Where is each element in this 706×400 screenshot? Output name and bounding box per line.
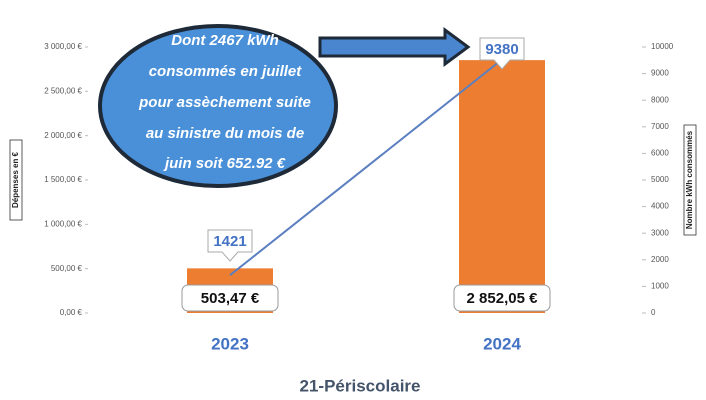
line-label: 9380 (485, 41, 518, 58)
y2-axis-title-group: Nombre kWh consommés (683, 124, 697, 236)
annotation-text: au sinistre du mois de (146, 125, 304, 142)
y-tick-label: 2 500,00 € (44, 86, 82, 95)
y-axis-title: Dépenses en € (11, 151, 20, 208)
y2-tick-label: 7000 (651, 122, 669, 131)
y2-tick-label: 4000 (651, 202, 669, 211)
line-label-callout (207, 229, 253, 262)
y-tick-label: 1 500,00 € (44, 175, 82, 184)
line-label: 1421 (213, 233, 246, 250)
x-tick-label: 2024 (483, 334, 521, 353)
y2-axis-title: Nombre kWh consommés (685, 130, 694, 229)
annotation-text: consommés en juillet (149, 63, 303, 80)
y-tick-label: 1 000,00 € (44, 219, 82, 228)
y2-tick-label: 8000 (651, 95, 669, 104)
y2-tick-label: 5000 (651, 175, 669, 184)
y2-tick-label: 2000 (651, 255, 669, 264)
annotation-text: Dont 2467 kWh (171, 32, 279, 49)
annotation: Dont 2467 kWh consommés en juillet pour as… (98, 24, 471, 188)
annotation-ellipse (98, 24, 338, 188)
y2-tick-label: 1000 (651, 282, 669, 291)
y2-tick-label: 3000 (651, 228, 669, 237)
y2-tick-label: 10000 (651, 42, 674, 51)
value-label-box (453, 284, 551, 312)
line-label-callout (479, 37, 525, 70)
y2-axis-title-box (683, 124, 697, 236)
y2-tick-label: 6000 (651, 149, 669, 158)
y-axis-title-group: Dépenses en € (9, 139, 23, 221)
y-tick-label: 500,00 € (51, 264, 83, 273)
annotation-text: juin soit 652.92 € (163, 155, 286, 172)
y-axis-title-box (9, 139, 23, 221)
x-tick-label: 2023 (211, 334, 249, 353)
line (229, 62, 498, 276)
arrow (318, 27, 471, 67)
y2-tick-label: 9000 (651, 69, 669, 78)
value-label: 503,47 € (201, 290, 260, 307)
y2-tick-label: 0 (651, 308, 656, 317)
plot: 0,00 € 500,00 € 1 000,00 € 1 500,00 € 2 000,… (44, 37, 674, 353)
bar (459, 60, 545, 314)
y-tick-label: 0,00 € (60, 308, 83, 317)
value-label-box (181, 284, 279, 312)
annotation-text: pour assèchement suite (138, 94, 311, 111)
chart-title: 21-Périscolaire (300, 376, 421, 395)
y-tick-label: 2 000,00 € (44, 131, 82, 140)
value-label: 2 852,05 € (467, 290, 539, 307)
y-tick-label: 3 000,00 € (44, 42, 82, 51)
